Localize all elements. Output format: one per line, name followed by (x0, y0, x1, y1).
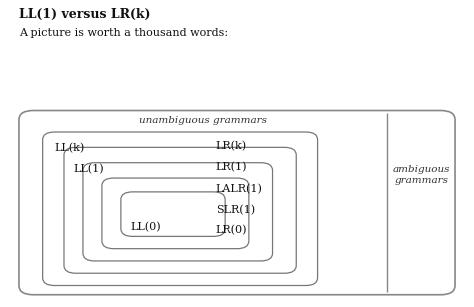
Text: SLR(1): SLR(1) (216, 205, 255, 216)
Text: LALR(1): LALR(1) (216, 184, 263, 194)
Text: LR(1): LR(1) (216, 162, 247, 173)
FancyBboxPatch shape (43, 132, 318, 286)
FancyBboxPatch shape (83, 163, 273, 261)
Text: LL(1): LL(1) (73, 164, 104, 175)
Text: unambiguous grammars: unambiguous grammars (139, 116, 267, 125)
Text: LL(1) versus LR(k): LL(1) versus LR(k) (19, 8, 150, 21)
FancyBboxPatch shape (121, 192, 225, 236)
Text: LR(k): LR(k) (216, 141, 247, 151)
FancyBboxPatch shape (19, 111, 455, 295)
FancyBboxPatch shape (102, 178, 249, 249)
Text: LR(0): LR(0) (216, 225, 247, 235)
Text: LL(k): LL(k) (55, 143, 85, 153)
Text: ambiguous
grammars: ambiguous grammars (392, 165, 450, 185)
Text: LL(0): LL(0) (130, 221, 161, 232)
FancyBboxPatch shape (64, 147, 296, 273)
Text: A picture is worth a thousand words:: A picture is worth a thousand words: (19, 28, 228, 38)
